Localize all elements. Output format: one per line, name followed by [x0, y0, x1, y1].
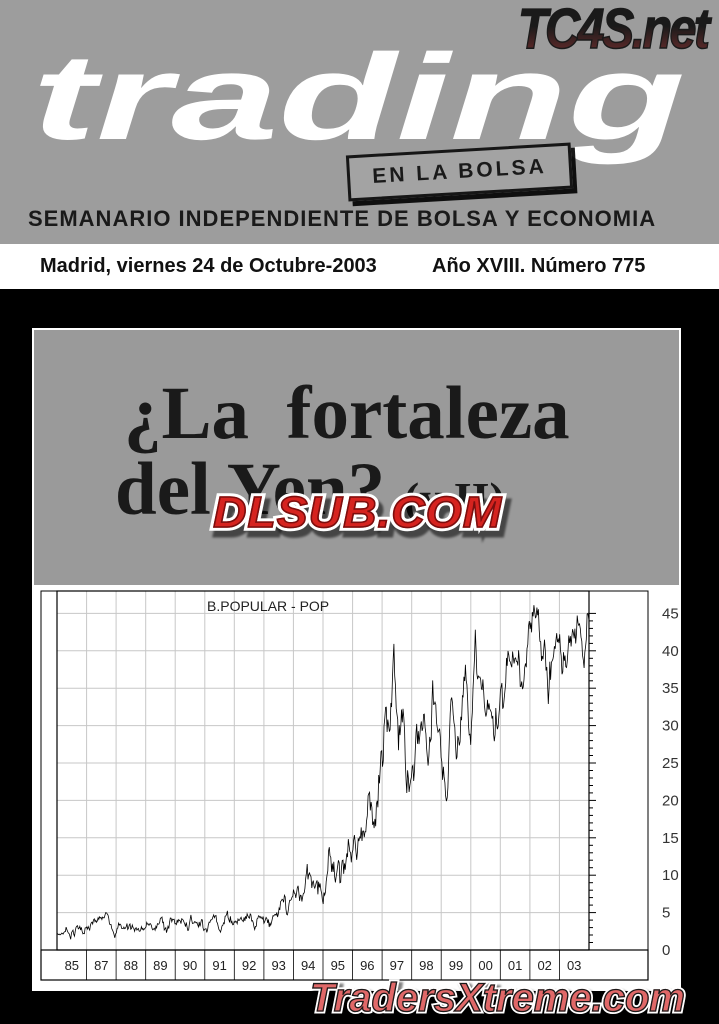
svg-text:94: 94 [301, 958, 315, 973]
svg-text:20: 20 [662, 792, 679, 809]
svg-text:99: 99 [449, 958, 463, 973]
svg-text:03: 03 [567, 958, 581, 973]
svg-text:98: 98 [419, 958, 433, 973]
svg-text:40: 40 [662, 643, 679, 660]
svg-text:91: 91 [212, 958, 226, 973]
svg-text:93: 93 [271, 958, 285, 973]
svg-text:10: 10 [662, 867, 679, 884]
svg-text:B.POPULAR - POP: B.POPULAR - POP [207, 598, 329, 614]
svg-text:92: 92 [242, 958, 256, 973]
svg-text:88: 88 [124, 958, 138, 973]
svg-text:87: 87 [94, 958, 108, 973]
svg-text:5: 5 [662, 905, 670, 922]
svg-text:90: 90 [183, 958, 197, 973]
svg-text:45: 45 [662, 605, 679, 622]
svg-text:00: 00 [478, 958, 492, 973]
svg-text:25: 25 [662, 755, 679, 772]
svg-text:30: 30 [662, 718, 679, 735]
svg-text:15: 15 [662, 830, 679, 847]
svg-text:85: 85 [65, 958, 79, 973]
svg-text:35: 35 [662, 680, 679, 697]
svg-text:89: 89 [153, 958, 167, 973]
svg-text:96: 96 [360, 958, 374, 973]
svg-text:0: 0 [662, 942, 670, 959]
svg-text:02: 02 [537, 958, 551, 973]
svg-text:95: 95 [331, 958, 345, 973]
svg-text:01: 01 [508, 958, 522, 973]
svg-text:97: 97 [390, 958, 404, 973]
